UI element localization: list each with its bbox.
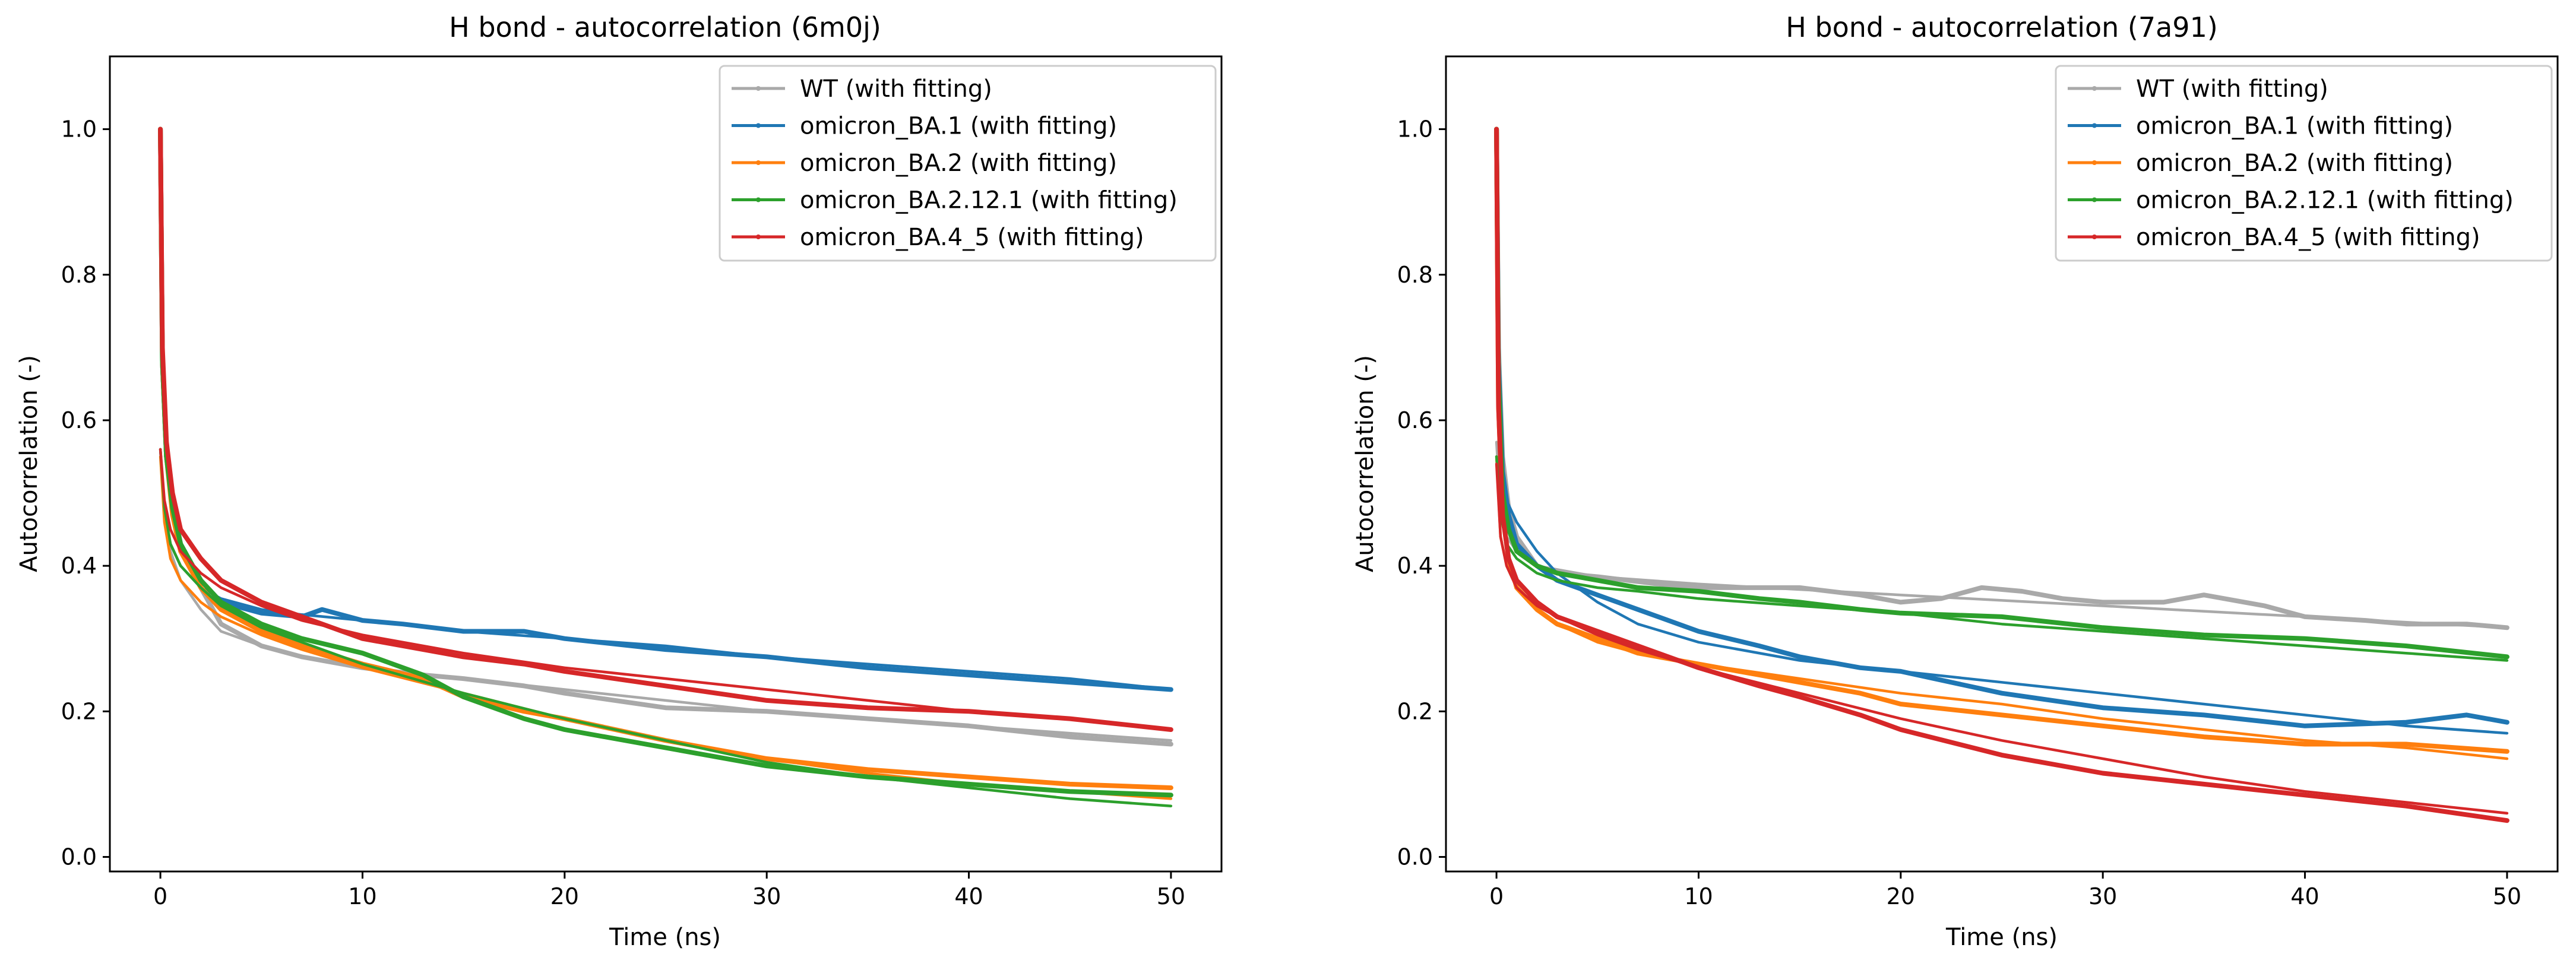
series-3 xyxy=(158,126,1173,807)
series-data-line xyxy=(158,126,1173,798)
plot-series xyxy=(1494,126,2509,823)
legend-marker xyxy=(756,123,761,128)
plot-series xyxy=(158,126,1173,807)
legend-marker xyxy=(756,197,761,202)
y-tick-label: 0.8 xyxy=(61,262,97,288)
y-axis-ticks: 0.0 0.2 0.4 0.6 0.8 1.0 xyxy=(1397,116,1446,870)
legend-label: omicron_BA.1 (with fitting) xyxy=(2136,113,2453,140)
chart-title: H bond - autocorrelation (6m0j) xyxy=(449,11,881,43)
x-axis-ticks: 0 10 20 30 40 50 xyxy=(1489,871,2521,909)
series-data-line xyxy=(1494,126,2509,630)
plot-frame xyxy=(1445,55,2559,873)
legend-marker xyxy=(2092,123,2097,128)
legend-label: omicron_BA.2.12.1 (with fitting) xyxy=(2136,187,2514,214)
x-tick-label: 50 xyxy=(2493,883,2521,909)
legend-box xyxy=(2055,65,2553,262)
legend-marker xyxy=(756,160,761,165)
x-tick-label: 20 xyxy=(550,883,579,909)
plot-frame xyxy=(109,55,1223,873)
y-tick-label: 1.0 xyxy=(61,116,97,142)
series-fit-line xyxy=(159,455,1173,800)
y-tick-label: 0.4 xyxy=(1397,553,1433,579)
y-tick-label: 0.6 xyxy=(1397,407,1433,433)
x-axis-label: Time (ns) xyxy=(1945,924,2058,951)
y-tick-label: 0.8 xyxy=(1397,262,1433,288)
x-tick-label: 10 xyxy=(1684,883,1713,909)
y-axis-label: Autocorrelation (-) xyxy=(15,355,43,572)
series-fit-line xyxy=(1495,455,2509,662)
x-axis-label: Time (ns) xyxy=(609,924,721,951)
x-tick-label: 20 xyxy=(1887,883,1915,909)
legend-label: WT (with fitting) xyxy=(2136,75,2328,103)
x-tick-label: 40 xyxy=(954,883,983,909)
y-tick-label: 0.2 xyxy=(1397,698,1433,724)
y-tick-label: 0.4 xyxy=(61,553,97,579)
legend-marker xyxy=(756,86,761,91)
legend-label: omicron_BA.2 (with fitting) xyxy=(800,150,1117,177)
legend-label: omicron_BA.2 (with fitting) xyxy=(2136,150,2453,177)
y-tick-label: 0.0 xyxy=(61,844,97,870)
x-tick-label: 0 xyxy=(1489,883,1504,909)
y-axis-ticks: 0.0 0.2 0.4 0.6 0.8 1.0 xyxy=(61,116,110,870)
chart-7a91: H bond - autocorrelation (7a91) 0 10 20 30 4… xyxy=(1352,11,2559,951)
y-tick-label: 0.6 xyxy=(61,407,97,433)
y-axis-label: Autocorrelation (-) xyxy=(1352,355,1379,572)
series-3 xyxy=(1494,126,2509,662)
legend-label: WT (with fitting) xyxy=(800,75,992,103)
legend-label: omicron_BA.4_5 (with fitting) xyxy=(800,224,1144,251)
series-data-line xyxy=(1494,126,2509,728)
legend-label: omicron_BA.4_5 (with fitting) xyxy=(2136,224,2480,251)
series-data-line xyxy=(1494,126,2509,823)
x-tick-label: 30 xyxy=(752,883,781,909)
x-tick-label: 10 xyxy=(348,883,376,909)
legend-marker xyxy=(2092,86,2097,91)
chart-6m0j: H bond - autocorrelation (6m0j) 0 10 20 30 4… xyxy=(15,11,1223,951)
legend: WT (with fitting) omicron_BA.1 (with fitt… xyxy=(719,65,1217,262)
x-tick-label: 40 xyxy=(2290,883,2319,909)
series-4 xyxy=(1494,126,2509,823)
legend-marker xyxy=(2092,234,2097,239)
legend-marker xyxy=(2092,160,2097,165)
x-tick-label: 0 xyxy=(153,883,167,909)
series-4 xyxy=(158,126,1173,732)
x-tick-label: 50 xyxy=(1157,883,1185,909)
series-fit-line xyxy=(1495,455,2509,735)
legend-marker xyxy=(2092,197,2097,202)
chart-title: H bond - autocorrelation (7a91) xyxy=(1786,11,2218,43)
legend-box xyxy=(719,65,1217,262)
legend-label: omicron_BA.2.12.1 (with fitting) xyxy=(800,187,1178,214)
x-tick-label: 30 xyxy=(2088,883,2117,909)
y-tick-label: 0.0 xyxy=(1397,844,1433,870)
legend-label: omicron_BA.1 (with fitting) xyxy=(800,113,1117,140)
x-axis-ticks: 0 10 20 30 40 50 xyxy=(153,871,1185,909)
legend-marker xyxy=(756,234,761,239)
legend: WT (with fitting) omicron_BA.1 (with fitt… xyxy=(2055,65,2553,262)
y-tick-label: 1.0 xyxy=(1397,116,1433,142)
series-fit-line xyxy=(159,448,1173,731)
series-1 xyxy=(1494,126,2509,735)
series-data-line xyxy=(1494,126,2509,660)
series-data-line xyxy=(158,126,1173,732)
y-tick-label: 0.2 xyxy=(61,698,97,724)
